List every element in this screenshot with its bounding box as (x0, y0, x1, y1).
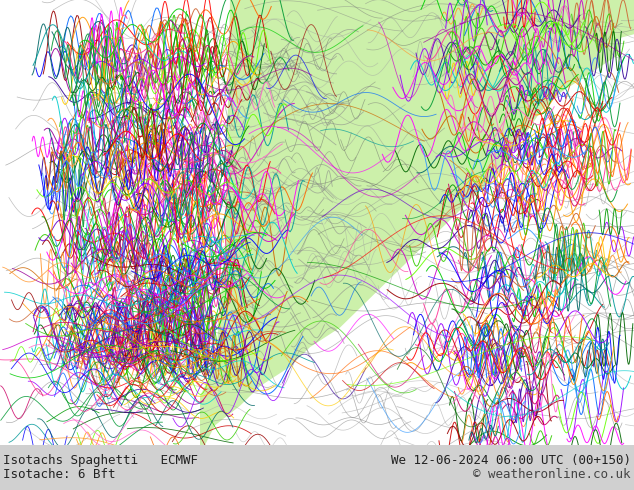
Text: © weatheronline.co.uk: © weatheronline.co.uk (474, 468, 631, 481)
Text: Isotachs Spaghetti   ECMWF: Isotachs Spaghetti ECMWF (3, 454, 198, 467)
Text: Isotache: 6 Bft: Isotache: 6 Bft (3, 468, 115, 481)
Polygon shape (310, 0, 634, 54)
Polygon shape (200, 0, 620, 445)
Text: We 12-06-2024 06:00 UTC (00+150): We 12-06-2024 06:00 UTC (00+150) (391, 454, 631, 467)
